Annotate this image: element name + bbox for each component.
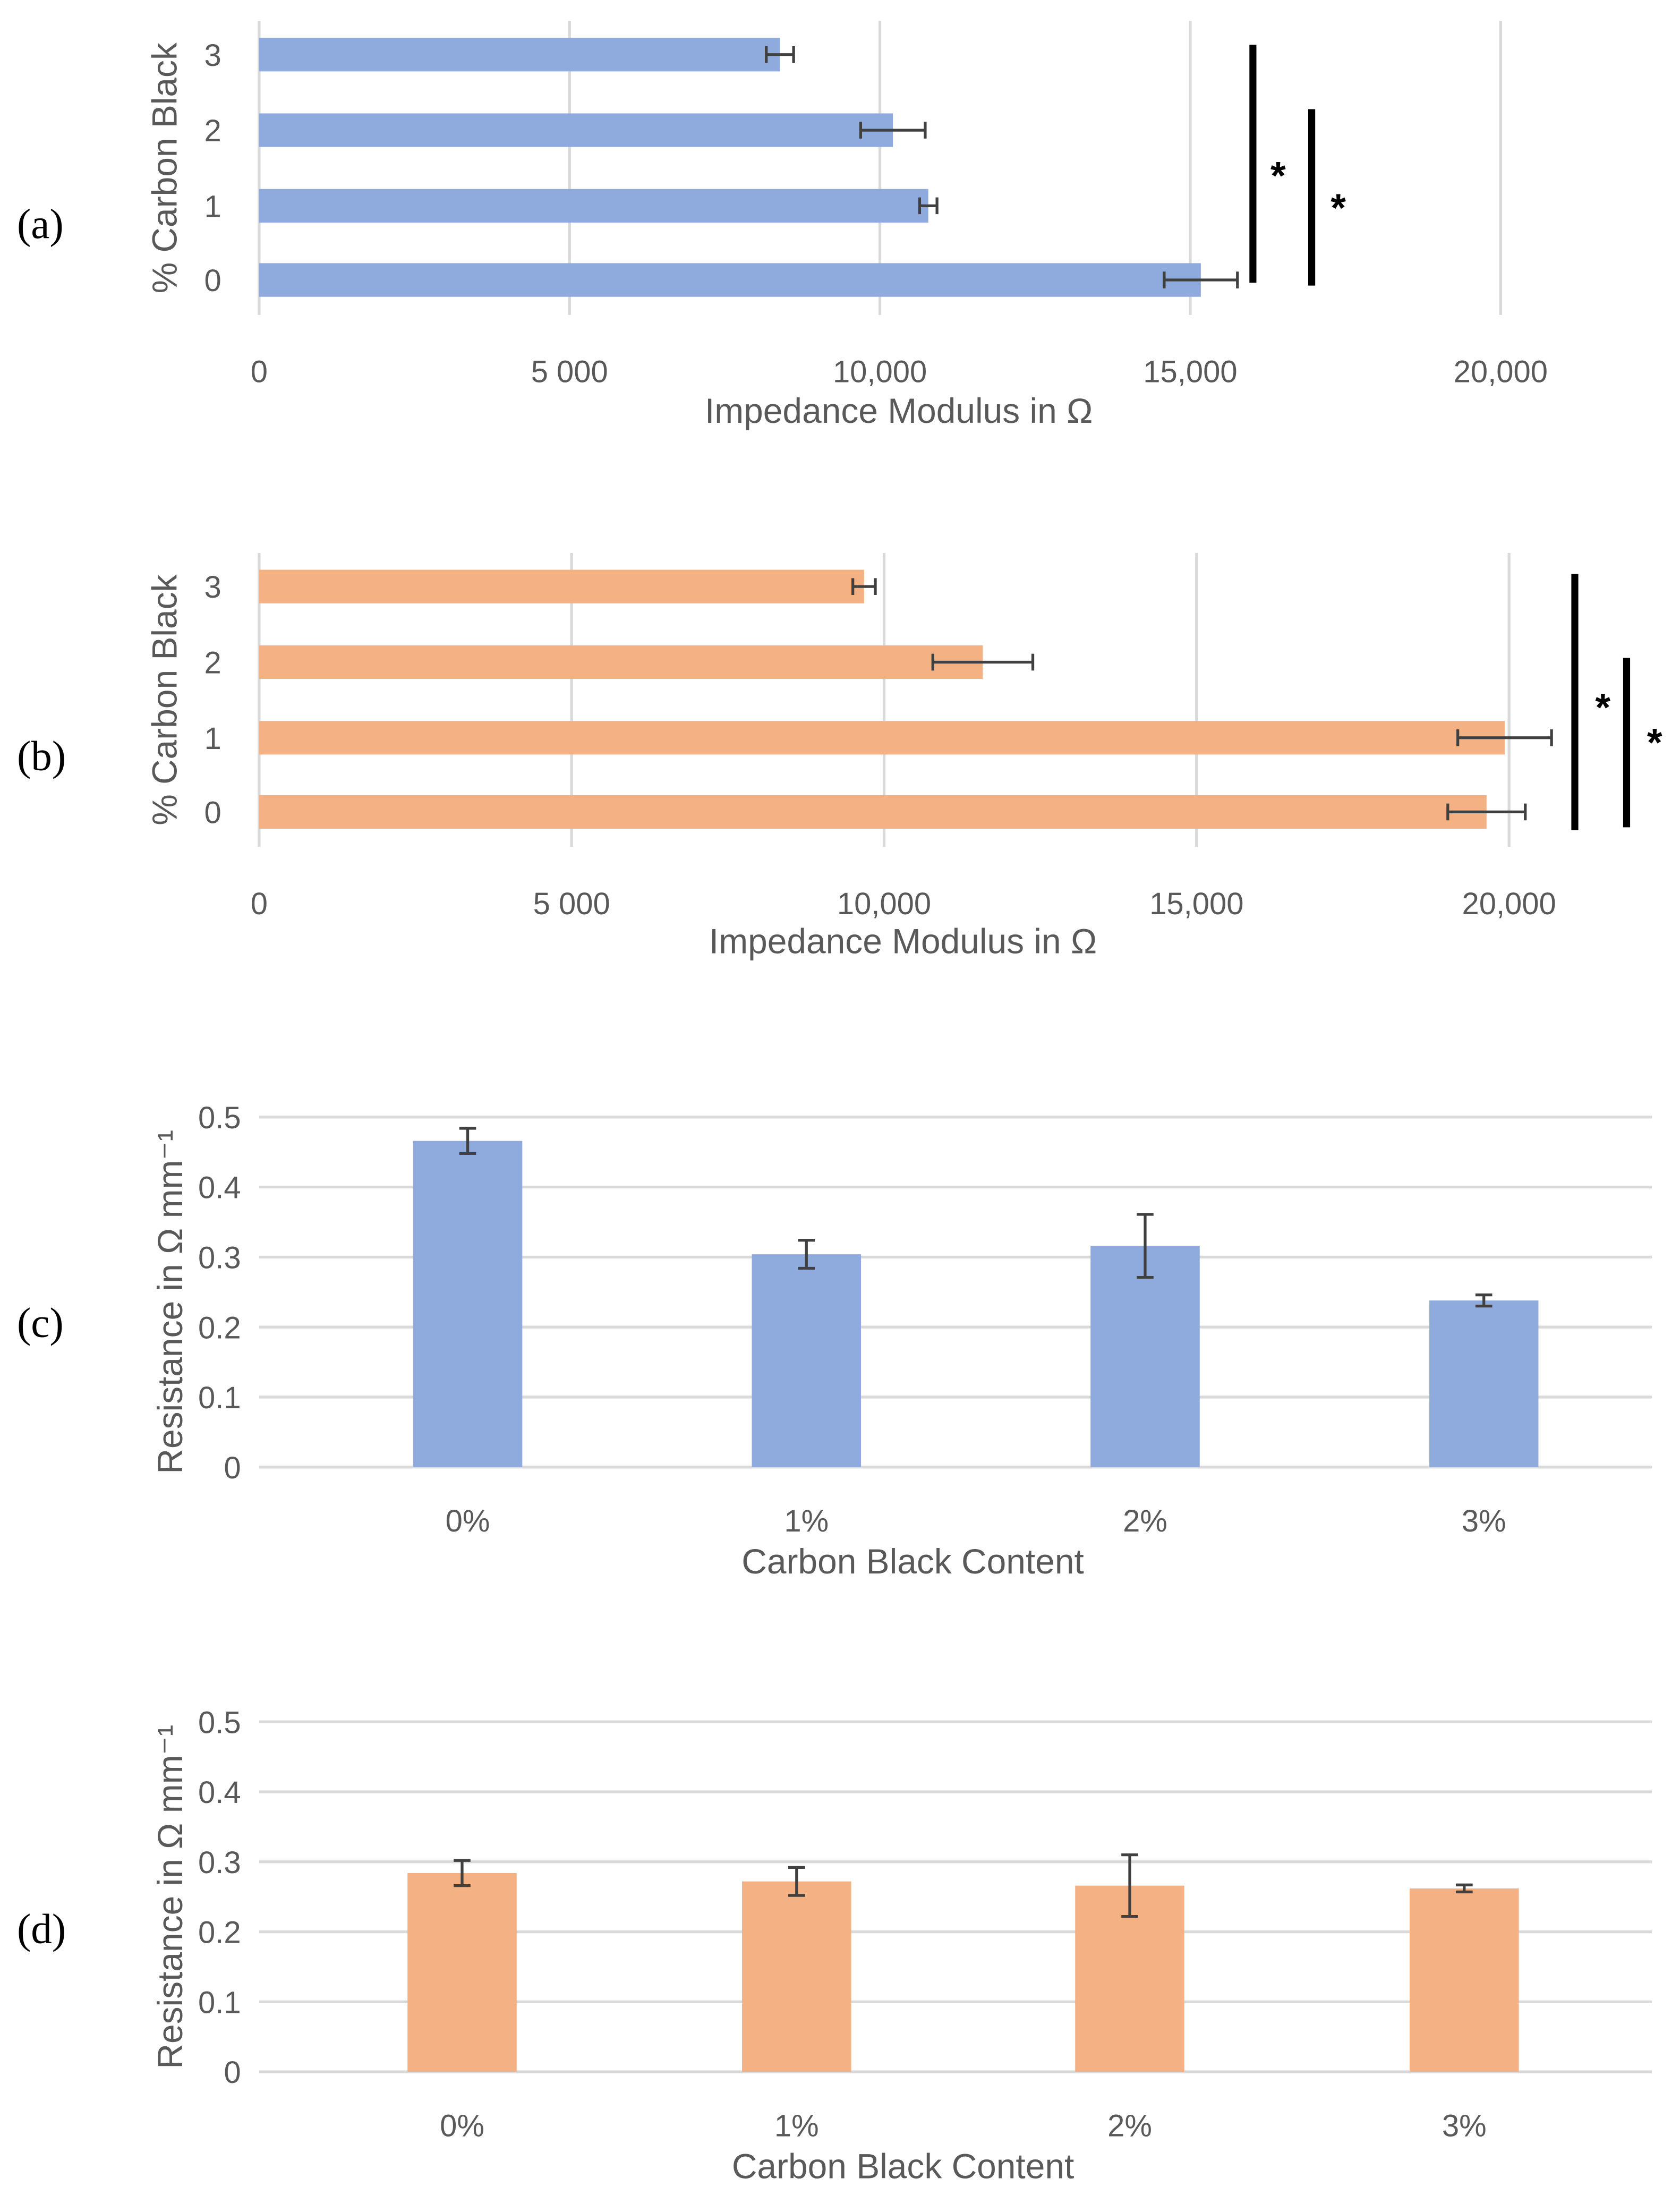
y-tick-label: 0 [224, 1451, 241, 1485]
y-tick-label: 0.4 [198, 1171, 241, 1205]
y-tick-label: 0.3 [198, 1846, 241, 1880]
y-axis-label: % Carbon Black [144, 42, 184, 293]
y-tick-label: 0.5 [198, 1706, 241, 1740]
error-bar [1121, 1853, 1138, 1918]
x-tick-label: 2% [1107, 2109, 1152, 2143]
x-tick-label: 10,000 [833, 355, 927, 389]
y-tick-label: 1 [204, 722, 221, 756]
bar [407, 1873, 517, 2072]
error-bar [1455, 1883, 1473, 1894]
x-tick-label: 20,000 [1462, 887, 1556, 921]
error-bar [1446, 803, 1527, 821]
bar [259, 189, 928, 223]
y-tick-label: 0.3 [198, 1241, 241, 1275]
y-tick-label: 0.1 [198, 1381, 241, 1415]
y-tick-label: 0 [224, 2056, 241, 2090]
y-axis-label: Resistance in Ω mm⁻¹ [150, 1725, 190, 2069]
error-bar [1475, 1293, 1493, 1308]
y-tick-label: 1 [204, 190, 221, 224]
significance-asterisk: * [1270, 154, 1286, 198]
bar [413, 1141, 523, 1467]
error-bar [931, 653, 1035, 671]
x-axis-label: Carbon Black Content [732, 2146, 1074, 2185]
x-tick-label: 15,000 [1143, 355, 1237, 389]
significance-asterisk: * [1595, 685, 1610, 729]
y-axis-label: % Carbon Black [144, 574, 184, 825]
chart-panel-b: (b) 0 5 000 10,000 15,000 20,000 3 2 1 0 * * Impedan… [17, 552, 1662, 961]
x-tick-label: 20,000 [1454, 355, 1548, 389]
bar [1410, 1888, 1519, 2072]
x-tick-label: 1% [784, 1504, 829, 1538]
y-tick-label: 0.2 [198, 1311, 241, 1345]
y-axis-label: Resistance in Ω mm⁻¹ [150, 1130, 190, 1474]
error-bar [851, 578, 877, 595]
error-bar [798, 1239, 815, 1270]
error-bar [788, 1866, 805, 1897]
y-tick-label: 0.4 [198, 1776, 241, 1810]
x-axis-label: Carbon Black Content [741, 1542, 1084, 1581]
x-tick-label: 3% [1462, 1504, 1506, 1538]
x-tick-label: 1% [774, 2109, 819, 2143]
bar [742, 1881, 851, 2072]
x-tick-label: 15,000 [1149, 887, 1243, 921]
error-bar [454, 1859, 471, 1887]
error-bar [918, 197, 939, 215]
bar [259, 113, 893, 147]
y-tick-label: 0 [204, 796, 221, 830]
panel-label: (b) [17, 733, 66, 779]
bar [259, 263, 1201, 297]
bar [259, 721, 1505, 755]
x-tick-label: 0 [251, 355, 268, 389]
panel-label: (d) [17, 1907, 66, 1953]
bar [752, 1254, 862, 1467]
bar [259, 795, 1487, 829]
x-tick-label: 5 000 [533, 887, 610, 921]
significance-asterisk: * [1331, 185, 1346, 229]
chart-panel-c: (c) 0 0.1 0.2 0.3 0.4 0.5 0% 1% 2% 3% Carbon Black … [17, 1101, 1652, 1581]
y-tick-label: 3 [204, 571, 221, 605]
y-tick-label: 0 [204, 264, 221, 298]
bar [259, 38, 780, 72]
x-tick-label: 0 [251, 887, 268, 921]
y-tick-label: 0.5 [198, 1101, 241, 1135]
x-tick-label: 3% [1442, 2109, 1487, 2143]
bar [259, 645, 983, 679]
y-tick-label: 2 [204, 114, 221, 148]
x-tick-label: 0% [440, 2109, 484, 2143]
chart-panel-a: (a) 0 5 000 10,000 15,000 20,000 3 2 1 0 * * Impedan… [17, 21, 1548, 430]
x-tick-label: 0% [446, 1504, 490, 1538]
error-bar [459, 1127, 476, 1155]
error-bar [1137, 1213, 1154, 1279]
chart-panel-d: (d) 0 0.1 0.2 0.3 0.4 0.5 0% 1% 2% 3% Carbon Black … [17, 1706, 1652, 2185]
error-bar [859, 122, 927, 139]
x-tick-label: 10,000 [837, 887, 931, 921]
y-tick-label: 0.2 [198, 1916, 241, 1950]
significance-asterisk: * [1647, 720, 1662, 764]
bar [1429, 1300, 1539, 1467]
y-tick-label: 0.1 [198, 1986, 241, 2020]
error-bar [1456, 729, 1553, 746]
panel-label: (c) [17, 1300, 64, 1347]
y-tick-label: 3 [204, 39, 221, 73]
x-axis-label: Impedance Modulus in Ω [705, 391, 1093, 430]
y-tick-label: 2 [204, 646, 221, 680]
error-bar [765, 46, 795, 63]
x-tick-label: 5 000 [531, 355, 608, 389]
bar [1090, 1246, 1200, 1467]
bar [259, 569, 864, 603]
panel-label: (a) [17, 201, 64, 248]
x-axis-label: Impedance Modulus in Ω [709, 922, 1097, 961]
error-bar [1163, 271, 1239, 288]
x-tick-label: 2% [1123, 1504, 1167, 1538]
